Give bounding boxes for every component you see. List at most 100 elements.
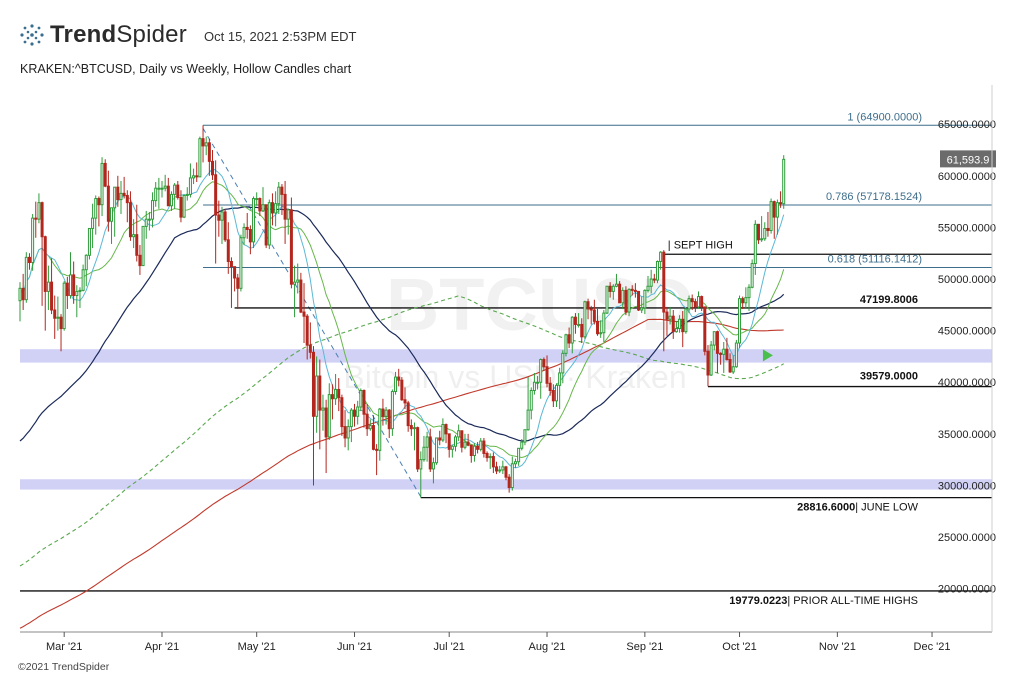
candle [252, 196, 256, 249]
candle [662, 250, 666, 352]
y-tick-label: 40000.0000 [938, 377, 996, 389]
ma-50-line [19, 206, 785, 442]
arrow-marker-icon [762, 349, 773, 362]
x-tick-label: Jul '21 [433, 641, 464, 653]
candle [173, 183, 177, 209]
candle-body [542, 359, 546, 368]
ma-weekly-dashed-line [19, 295, 784, 567]
x-tick-label: Dec '21 [914, 641, 951, 653]
candle [564, 333, 568, 357]
candle-body [378, 408, 382, 451]
candle-body [182, 194, 186, 218]
candle-body [59, 316, 63, 330]
candle [659, 251, 663, 270]
candle [381, 398, 385, 426]
candle [674, 321, 678, 333]
candle [725, 337, 729, 361]
y-tick-label: 30000.0000 [938, 480, 996, 492]
candle [412, 422, 416, 451]
candle [394, 371, 398, 395]
candle [346, 419, 350, 451]
candle-body [775, 202, 779, 218]
candle [513, 458, 517, 468]
candle [466, 433, 470, 447]
candle-body [741, 298, 745, 304]
candle [551, 384, 555, 408]
candle-body [466, 441, 470, 446]
candle [100, 157, 104, 217]
candle-body [646, 285, 650, 291]
candle [192, 168, 196, 185]
candle-body [655, 260, 659, 281]
candle [409, 419, 413, 436]
candle-body [678, 318, 682, 330]
candle-body [551, 389, 555, 402]
candle-body [75, 290, 79, 297]
candle [763, 222, 767, 241]
candle [264, 204, 268, 249]
candle-body [766, 227, 770, 232]
candle [495, 461, 499, 475]
candle [229, 257, 233, 308]
candle [157, 177, 161, 209]
candle-body [40, 202, 44, 238]
candle [371, 415, 375, 451]
candle-body [138, 254, 142, 267]
candle-body [652, 278, 656, 281]
candle-body [84, 254, 88, 271]
candle [706, 345, 710, 387]
candle [779, 191, 783, 208]
chart-subtitle: KRAKEN:^BTCUSD, Daily vs Weekly, Hollow … [20, 62, 352, 76]
candle [438, 430, 442, 446]
candle [390, 389, 394, 436]
candle [37, 193, 41, 224]
candle-body [719, 352, 723, 355]
candle-body [330, 394, 334, 400]
candle-body [387, 409, 391, 430]
candle [567, 327, 571, 349]
candle [633, 283, 637, 298]
candle [649, 269, 653, 294]
y-tick-label: 35000.0000 [938, 429, 996, 441]
candle [84, 254, 88, 287]
candle-body [106, 185, 110, 222]
candle [592, 299, 596, 325]
candle [27, 253, 31, 270]
candle [687, 295, 691, 314]
candle-body [463, 441, 467, 448]
candle-body [252, 198, 256, 243]
candle-body [659, 251, 663, 262]
candle-body [176, 184, 180, 198]
candle-body [302, 311, 306, 317]
candle [299, 272, 303, 314]
candle [501, 460, 505, 475]
candle-body [621, 289, 625, 304]
candle-body [567, 334, 571, 344]
candle-body [643, 289, 647, 309]
candle [116, 175, 120, 207]
candle [760, 216, 764, 242]
candle [447, 433, 451, 458]
candle [715, 330, 719, 373]
candle [472, 443, 476, 462]
candle-body [457, 430, 461, 438]
candle [204, 136, 208, 156]
candle-body [728, 359, 732, 373]
candle [353, 403, 357, 427]
candle [646, 275, 650, 293]
candle [176, 180, 180, 200]
candle [78, 287, 82, 308]
candle-body [365, 413, 369, 430]
candle [614, 273, 618, 288]
candle-body [438, 437, 442, 441]
candle [144, 210, 148, 239]
candle [775, 199, 779, 235]
candle [753, 220, 757, 275]
candle-body [390, 391, 394, 430]
candle-body [782, 158, 786, 205]
candle [141, 225, 145, 267]
candle [454, 434, 458, 452]
candle-body [293, 281, 297, 285]
candle-body [296, 279, 300, 283]
